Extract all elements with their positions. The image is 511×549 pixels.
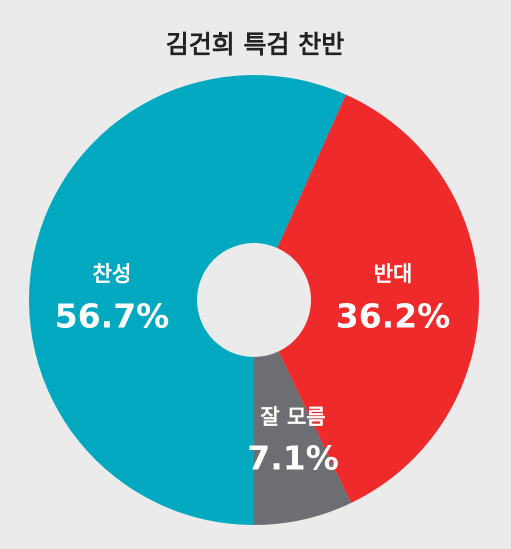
slice-label: 잘 모름 (260, 405, 325, 429)
value-label: 36.2% (336, 297, 451, 336)
slice-label: 찬성 (93, 262, 132, 286)
donut-slice (277, 94, 479, 503)
slice-label: 반대 (374, 262, 413, 286)
chart-title: 김건희 특검 찬반 (166, 30, 344, 59)
donut-slice (29, 74, 346, 525)
value-label: 7.1% (247, 439, 339, 478)
donut-slice (254, 351, 352, 525)
value-label: 56.7% (55, 297, 170, 336)
